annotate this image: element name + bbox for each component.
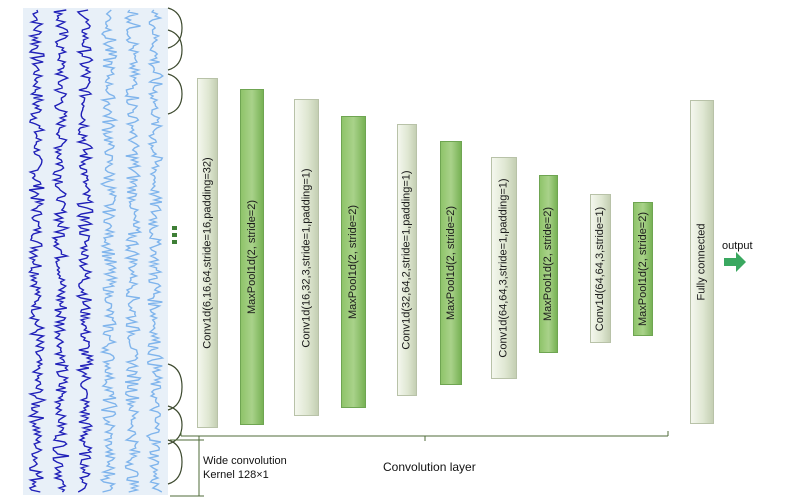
layer-pool5: MaxPool1d(2, stride=2)	[633, 202, 653, 336]
ellipsis-dots	[172, 226, 180, 247]
signal-trace	[145, 9, 165, 493]
layer-conv3: Conv1d(32,64,2,stride=1,padding=1)	[397, 124, 417, 396]
layer-pool4: MaxPool1d(2, stride=2)	[539, 175, 558, 353]
signal-trace	[51, 9, 71, 493]
output-label: output	[722, 240, 753, 252]
layer-conv4: Conv1d(64,64,3,stride=1,padding=1)	[491, 157, 517, 379]
window-braces	[167, 7, 183, 485]
signal-trace	[123, 9, 143, 493]
layer-fully-connected: Fully connected	[690, 100, 714, 424]
layer-conv2: Conv1d(16,32,3,stride=1,padding=1)	[294, 99, 319, 416]
layer-pool1: MaxPool1d(2, stride=2)	[240, 89, 264, 425]
output-arrow-icon	[724, 252, 746, 272]
layer-pool2: MaxPool1d(2, stride=2)	[341, 116, 366, 408]
signal-trace	[75, 9, 95, 493]
signal-waveforms	[27, 9, 165, 493]
layer-conv5: Conv1d(64,64,3,stride=1)	[590, 194, 611, 343]
wide-convolution-label: Wide convolution Kernel 128×1	[203, 454, 287, 482]
layer-pool3: MaxPool1d(2, stride=2)	[440, 141, 462, 385]
convolution-layer-label: Convolution layer	[383, 460, 476, 474]
input-signals-panel	[23, 8, 168, 495]
signal-trace	[27, 9, 48, 493]
layer-conv1: Conv1d(6,16,64,stride=16,padding=32)	[197, 78, 218, 428]
signal-trace	[99, 9, 119, 493]
wide-convolution-line2: Kernel 128×1	[203, 469, 269, 481]
wide-convolution-line1: Wide convolution	[203, 455, 287, 467]
